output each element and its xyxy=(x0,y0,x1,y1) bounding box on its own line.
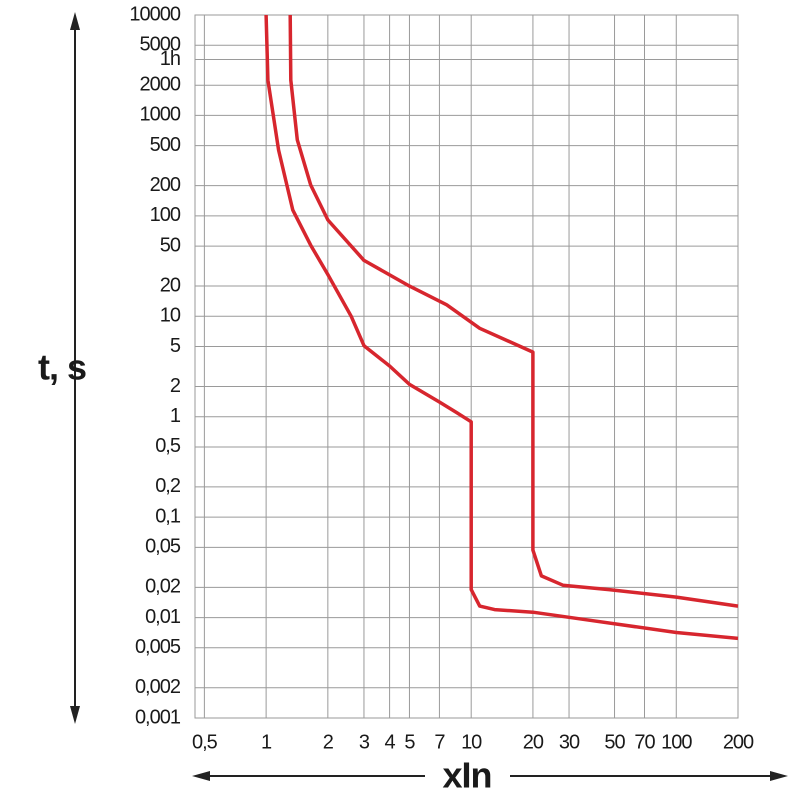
y-tick-label: 0,01 xyxy=(145,606,181,628)
x-tick-label: 0,5 xyxy=(192,731,218,753)
y-axis-title: t, s xyxy=(38,347,86,388)
y-tick-label: 0,05 xyxy=(145,536,181,558)
y-tick-label: 5 xyxy=(170,335,181,357)
y-tick-label: 1 xyxy=(170,405,181,427)
x-tick-label: 7 xyxy=(434,731,445,753)
plot-frame xyxy=(194,14,739,719)
x-tick-label: 20 xyxy=(523,731,544,753)
x-tick-label: 70 xyxy=(634,731,655,753)
y-tick-label: 1000 xyxy=(140,104,181,126)
x-tick-label: 4 xyxy=(385,731,396,753)
y-tick-label: 20 xyxy=(160,274,181,296)
x-arrow-head xyxy=(770,771,788,781)
y-tick-label: 0,002 xyxy=(135,676,181,698)
x-tick-label: 30 xyxy=(559,731,580,753)
y-tick-label: 0,2 xyxy=(155,475,181,497)
y-arrow-head xyxy=(70,706,80,724)
curve xyxy=(264,14,739,641)
curve xyxy=(288,14,739,608)
x-tick-label: 50 xyxy=(604,731,625,753)
y-tick-label: 10 xyxy=(160,305,181,327)
y-tick-label: 2000 xyxy=(140,73,181,95)
y-tick-label: 0,005 xyxy=(135,636,181,658)
y-tick-label: 0,02 xyxy=(145,576,181,598)
y-tick-label: 200 xyxy=(150,174,181,196)
x-arrow-head xyxy=(192,771,210,781)
x-tick-label: 200 xyxy=(723,731,754,753)
x-tick-label: 3 xyxy=(359,731,370,753)
y-tick-label: 2 xyxy=(170,375,181,397)
y-tick-label: 500 xyxy=(150,134,181,156)
x-tick-label: 2 xyxy=(323,731,334,753)
y-tick-label: 10000 xyxy=(129,3,180,25)
x-tick-label: 10 xyxy=(461,731,482,753)
y-tick-label: 100 xyxy=(150,204,181,226)
y-tick-label: 0,001 xyxy=(135,706,181,728)
y-arrow-head xyxy=(70,12,80,30)
y-tick-label: 50 xyxy=(160,234,181,256)
y-tick-label: 1h xyxy=(160,48,180,70)
x-tick-label: 1 xyxy=(261,731,272,753)
x-tick-label: 100 xyxy=(661,731,692,753)
y-tick-label: 0,5 xyxy=(155,435,181,457)
y-tick-label: 0,1 xyxy=(155,505,181,527)
x-tick-label: 5 xyxy=(404,731,415,753)
x-axis-title: xIn xyxy=(442,755,491,796)
y-tick-label: 5000 xyxy=(140,34,181,56)
